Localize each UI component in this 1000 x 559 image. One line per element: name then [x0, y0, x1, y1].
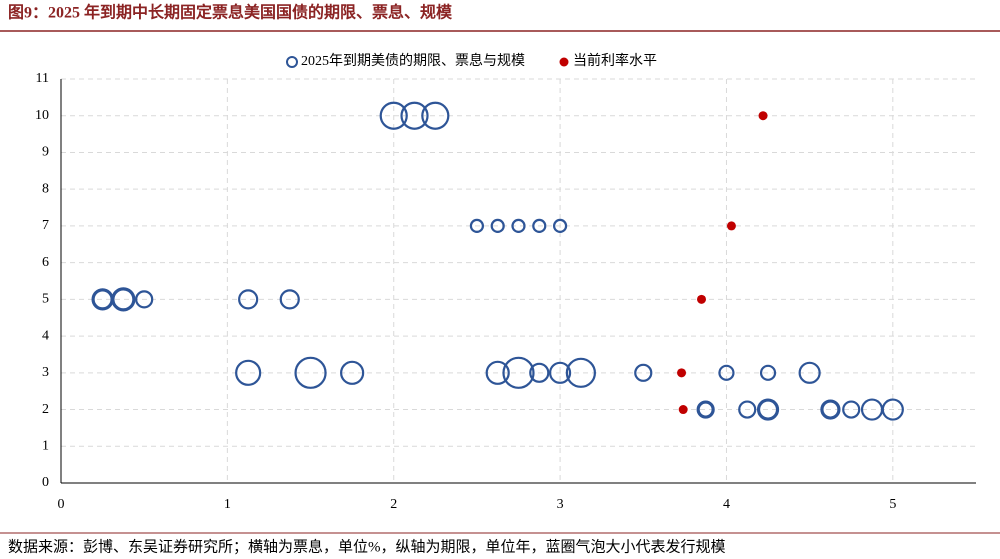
point [677, 368, 687, 378]
bubble [485, 360, 510, 385]
y-tick-label: 4 [42, 328, 49, 343]
y-tick-label: 5 [42, 292, 49, 307]
bubble [421, 101, 450, 130]
point [758, 111, 768, 121]
bubble [881, 398, 904, 421]
legend-label: 2025年到期美债的期限、票息与规模 [301, 52, 525, 69]
bubble [842, 400, 861, 419]
point [678, 405, 688, 415]
bubble [502, 356, 535, 389]
footer: 数据来源：彭博、东吴证券研究所；横轴为票息，单位%，纵轴为期限，单位年，蓝圈气泡… [8, 538, 726, 555]
chart-title: 图9：2025 年到期中长期固定票息美国国债的期限、票息、规模 [8, 3, 453, 22]
x-tick-label: 2 [390, 497, 397, 512]
legend-label: 当前利率水平 [573, 52, 657, 69]
x-tick-label: 1 [224, 497, 231, 512]
plot-area: 0 1 2 3 4 5 6 7 8 9 10 11 0 1 2 3 4 5 2025年到期美债的期限、票息与规模 当前… [35, 52, 976, 512]
x-tick-label: 4 [723, 497, 730, 512]
y-tick-label: 1 [42, 438, 49, 453]
x-tick-label: 3 [557, 497, 564, 512]
bubble [294, 356, 327, 389]
bubble [135, 290, 154, 309]
bubble [238, 289, 259, 310]
bubble [340, 360, 365, 385]
x-tick-label: 5 [889, 497, 896, 512]
y-tick-label: 6 [42, 255, 49, 270]
bubble [634, 363, 653, 382]
bubble [738, 400, 757, 419]
x-tick-label: 0 [58, 497, 65, 512]
y-tick-label: 0 [42, 475, 49, 490]
y-tick-label: 8 [42, 181, 49, 196]
bubble [798, 361, 821, 384]
point [726, 221, 736, 231]
point [697, 294, 706, 304]
bubble [235, 359, 262, 386]
bubble [469, 218, 485, 234]
y-tick-label: 10 [35, 108, 49, 123]
bubble [759, 364, 777, 381]
bubble [400, 101, 429, 130]
bubble [697, 401, 714, 418]
bubble [718, 364, 735, 381]
y-tick-label: 7 [42, 218, 49, 233]
bubble [279, 289, 300, 310]
bubble [548, 361, 572, 384]
bubble [379, 101, 408, 130]
legend-marker [286, 56, 298, 68]
y-tick-label: 11 [36, 71, 49, 86]
y-tick-label: 3 [42, 365, 49, 380]
bubble [552, 218, 568, 234]
bubble [565, 357, 596, 388]
legend-marker [559, 57, 569, 67]
bubble [529, 362, 550, 383]
bubble [757, 399, 779, 420]
y-tick-label: 9 [42, 145, 49, 160]
y-tick-label: 2 [42, 402, 49, 417]
bubble [490, 218, 505, 234]
bubble [511, 218, 526, 234]
bubble [112, 288, 135, 311]
bubble [821, 400, 840, 419]
bubble [532, 218, 547, 234]
